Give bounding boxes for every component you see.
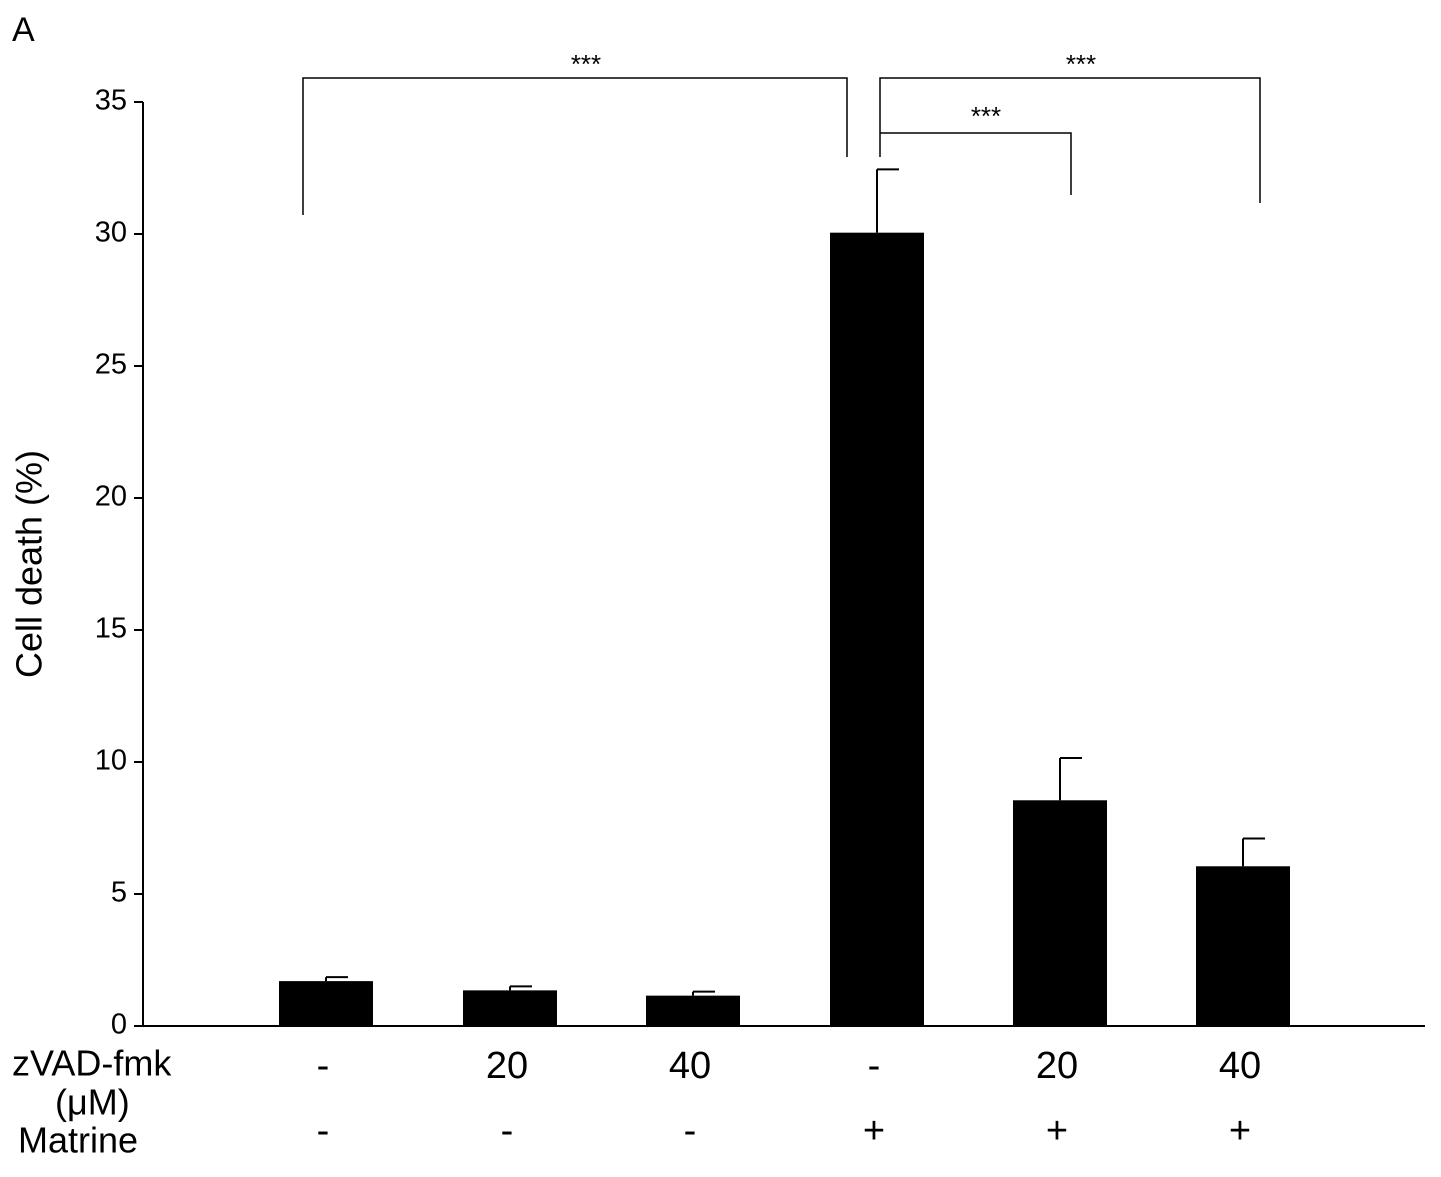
y-tick-label: 5 [111, 877, 127, 909]
condition-value: + [1046, 1110, 1068, 1152]
bar [1013, 800, 1107, 1026]
y-tick-label: 20 [95, 481, 127, 513]
condition-value: 20 [486, 1045, 528, 1087]
bar [279, 981, 373, 1026]
condition-value: - [317, 1110, 330, 1152]
condition-value: - [317, 1045, 330, 1087]
significance-bracket [302, 77, 848, 215]
y-tick-label: 25 [95, 349, 127, 381]
condition-value: + [863, 1110, 885, 1152]
y-tick-label: 15 [95, 613, 127, 645]
row-label: (μM) [55, 1082, 130, 1123]
significance-label: *** [971, 101, 1001, 131]
significance-label: *** [1066, 49, 1096, 79]
row-label: zVAD-fmk [12, 1043, 172, 1084]
condition-value: 40 [1219, 1045, 1261, 1087]
y-tick-label: 30 [95, 217, 127, 249]
y-axis-label: Cell death (%) [9, 450, 50, 678]
bar [1196, 866, 1290, 1026]
bar [830, 232, 924, 1026]
condition-value: 20 [1036, 1045, 1078, 1087]
bar [463, 990, 557, 1026]
condition-value: - [501, 1110, 514, 1152]
y-tick-label: 35 [95, 85, 127, 117]
condition-value: + [1229, 1110, 1251, 1152]
significance-bracket [879, 77, 1261, 203]
row-label: Matrine [18, 1120, 138, 1161]
y-tick-label: 10 [95, 745, 127, 777]
condition-value: - [684, 1110, 697, 1152]
condition-value: - [868, 1045, 881, 1087]
condition-value: 40 [669, 1045, 711, 1087]
significance-bracket [880, 132, 1072, 195]
y-tick-label: 0 [111, 1009, 127, 1041]
bar [646, 995, 740, 1026]
panel-label: A [12, 11, 35, 49]
significance-label: *** [571, 49, 601, 79]
